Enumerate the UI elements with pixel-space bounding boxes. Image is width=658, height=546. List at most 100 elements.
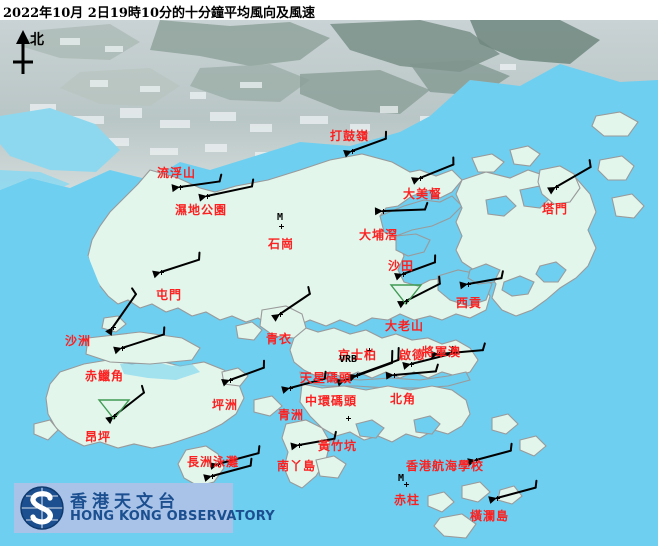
station-label-peng-chau: 坪洲 (212, 398, 239, 412)
victoria-harbour (299, 371, 471, 389)
station-label-stanley: 赤柱 (394, 493, 421, 507)
hei-ling-chau (253, 395, 283, 417)
station-marker-sai-kung (466, 282, 471, 287)
calm-triangle-layer (97, 284, 423, 421)
station-label-chek-lap-kok: 赤鱲角 (85, 369, 125, 383)
station-marker-star-ferry (355, 373, 360, 378)
observatory-emblem-icon (20, 486, 64, 530)
station-label-kings-park: 京士柏 (338, 348, 378, 362)
station-label-central-pier: 中環碼頭 (305, 394, 358, 408)
lamma-island (281, 419, 331, 489)
east-islet-b (519, 435, 547, 457)
station-label-hk-sea-school: 香港航海學校 (406, 459, 485, 473)
ne-island-b (509, 145, 541, 167)
station-label-tap-mun: 塔門 (542, 202, 569, 216)
station-marker-tai-po-kau (381, 209, 386, 214)
wind-barb-tuen-mun (152, 251, 201, 279)
station-marker-kai-tak (409, 362, 414, 367)
wind-barb-tai-po-kau (374, 201, 429, 216)
map-graphics (0, 20, 658, 546)
station-marker-sha-chau (111, 325, 116, 330)
wind-barb-cheung-chau (203, 457, 253, 482)
station-marker-wong-chuk-hang (346, 416, 351, 421)
station-label-ta-kwu-ling: 打鼓嶺 (330, 129, 370, 143)
wind-barb-chek-lap-kok (113, 326, 166, 355)
wind-barb-sha-chau (105, 287, 137, 336)
station-label-kai-tak: 啟德 (399, 348, 426, 362)
wind-barb-tates-cairn (397, 275, 441, 309)
station-label-sha-tin: 沙田 (388, 259, 415, 273)
wind-barb-green-island (281, 370, 327, 394)
wind-barb-ta-kwu-ling (343, 130, 388, 158)
calm-triangle-ngong-ping (97, 399, 131, 421)
map-canvas (0, 20, 658, 546)
east-islet (491, 413, 519, 435)
station-marker-tuen-mun (159, 270, 164, 275)
nw-islet (33, 419, 59, 441)
north-arrow-icon (13, 30, 33, 74)
station-marker-hk-sea-school (474, 458, 479, 463)
station-label-lamma-island: 南丫島 (277, 459, 317, 473)
station-marker-tai-mei-tuk (418, 176, 423, 181)
station-marker-tsing-yi (278, 312, 283, 317)
wind-barb-peng-chau (221, 359, 266, 387)
station-label-wong-chuk-hang: 黃竹坑 (318, 439, 358, 453)
station-marker-tap-mun (554, 185, 559, 190)
wind-barb-waglan-island (488, 479, 538, 504)
station-marker-tates-cairn (404, 299, 409, 304)
station-marker-north-point (392, 373, 397, 378)
station-marker-chek-lap-kok (120, 346, 125, 351)
station-marker-peng-chau (228, 378, 233, 383)
station-marker-kings-park (367, 348, 372, 353)
station-label-tseung-kwan-o: 將軍澳 (422, 345, 462, 359)
station-marker-waglan-island (495, 496, 500, 501)
station-label-cheung-chau-beach: 長洲泳灘 (187, 455, 240, 469)
station-marker-wetland-park (205, 194, 210, 199)
ma-wan-island (235, 321, 263, 341)
station-marker-lau-fau-shan (178, 185, 183, 190)
wind-barb-wetland-park (198, 178, 255, 202)
station-label-tates-cairn: 大老山 (385, 319, 425, 333)
se-islet-b (427, 491, 455, 513)
station-label-tuen-mun: 屯門 (156, 288, 183, 302)
ne-island-e (591, 111, 639, 137)
station-marker-cheung-chau (210, 474, 215, 479)
station-status-tag-shek-kong: M (277, 212, 284, 223)
station-marker-stanley (404, 482, 409, 487)
wind-barb-sai-kung (459, 270, 504, 290)
se-islet-c (433, 513, 477, 539)
ne-island-d (611, 193, 645, 219)
page-title: 2022年10月 2日19時10分的十分鐘平均風向及風速 (3, 6, 316, 21)
station-label-north-point: 北角 (390, 392, 417, 406)
station-marker-tseung-kwan-o (437, 352, 442, 357)
logo-english-text: HONG KONG OBSERVATORY (70, 509, 275, 524)
title-bar: 2022年10月 2日19時10分的十分鐘平均風向及風速 (0, 0, 658, 21)
north-label: 北 (30, 32, 44, 48)
station-label-tai-po-kau: 大埔滘 (359, 228, 399, 242)
station-label-waglan-island: 橫瀾島 (470, 509, 510, 523)
station-label-shek-kong: 石崗 (268, 237, 295, 251)
station-label-tsing-yi: 青衣 (266, 332, 293, 346)
station-label-sai-kung: 西貢 (456, 296, 483, 310)
station-label-tai-mei-tuk: 大美督 (403, 187, 443, 201)
se-islet-a (461, 481, 491, 503)
station-status-tag-stanley: M (398, 473, 405, 484)
hko-logo: 香港天文台 HONG KONG OBSERVATORY (14, 483, 275, 533)
lamma-south-lobe (315, 455, 347, 479)
station-status-tag-kings-park: VRB (339, 354, 358, 365)
logo-chinese-text: 香港天文台 (70, 492, 180, 512)
station-marker-sha-tin (401, 272, 406, 277)
station-marker-ngong-ping (112, 414, 117, 419)
wind-barb-tap-mun (547, 159, 592, 195)
station-label-wetland-park: 濕地公園 (175, 203, 228, 217)
calm-triangle-tates-cairn (389, 284, 423, 306)
wind-barb-tseung-kwan-o (430, 342, 486, 359)
station-marker-ta-kwu-ling (350, 149, 355, 154)
station-label-green-island: 青洲 (278, 408, 305, 422)
station-label-star-ferry: 天星碼頭 (300, 371, 353, 385)
wind-barb-sha-tin (394, 254, 437, 281)
wind-barb-central-pier (336, 349, 394, 387)
wind-barb-tai-mei-tuk (411, 156, 455, 185)
wind-barb-lau-fau-shan (171, 173, 223, 193)
